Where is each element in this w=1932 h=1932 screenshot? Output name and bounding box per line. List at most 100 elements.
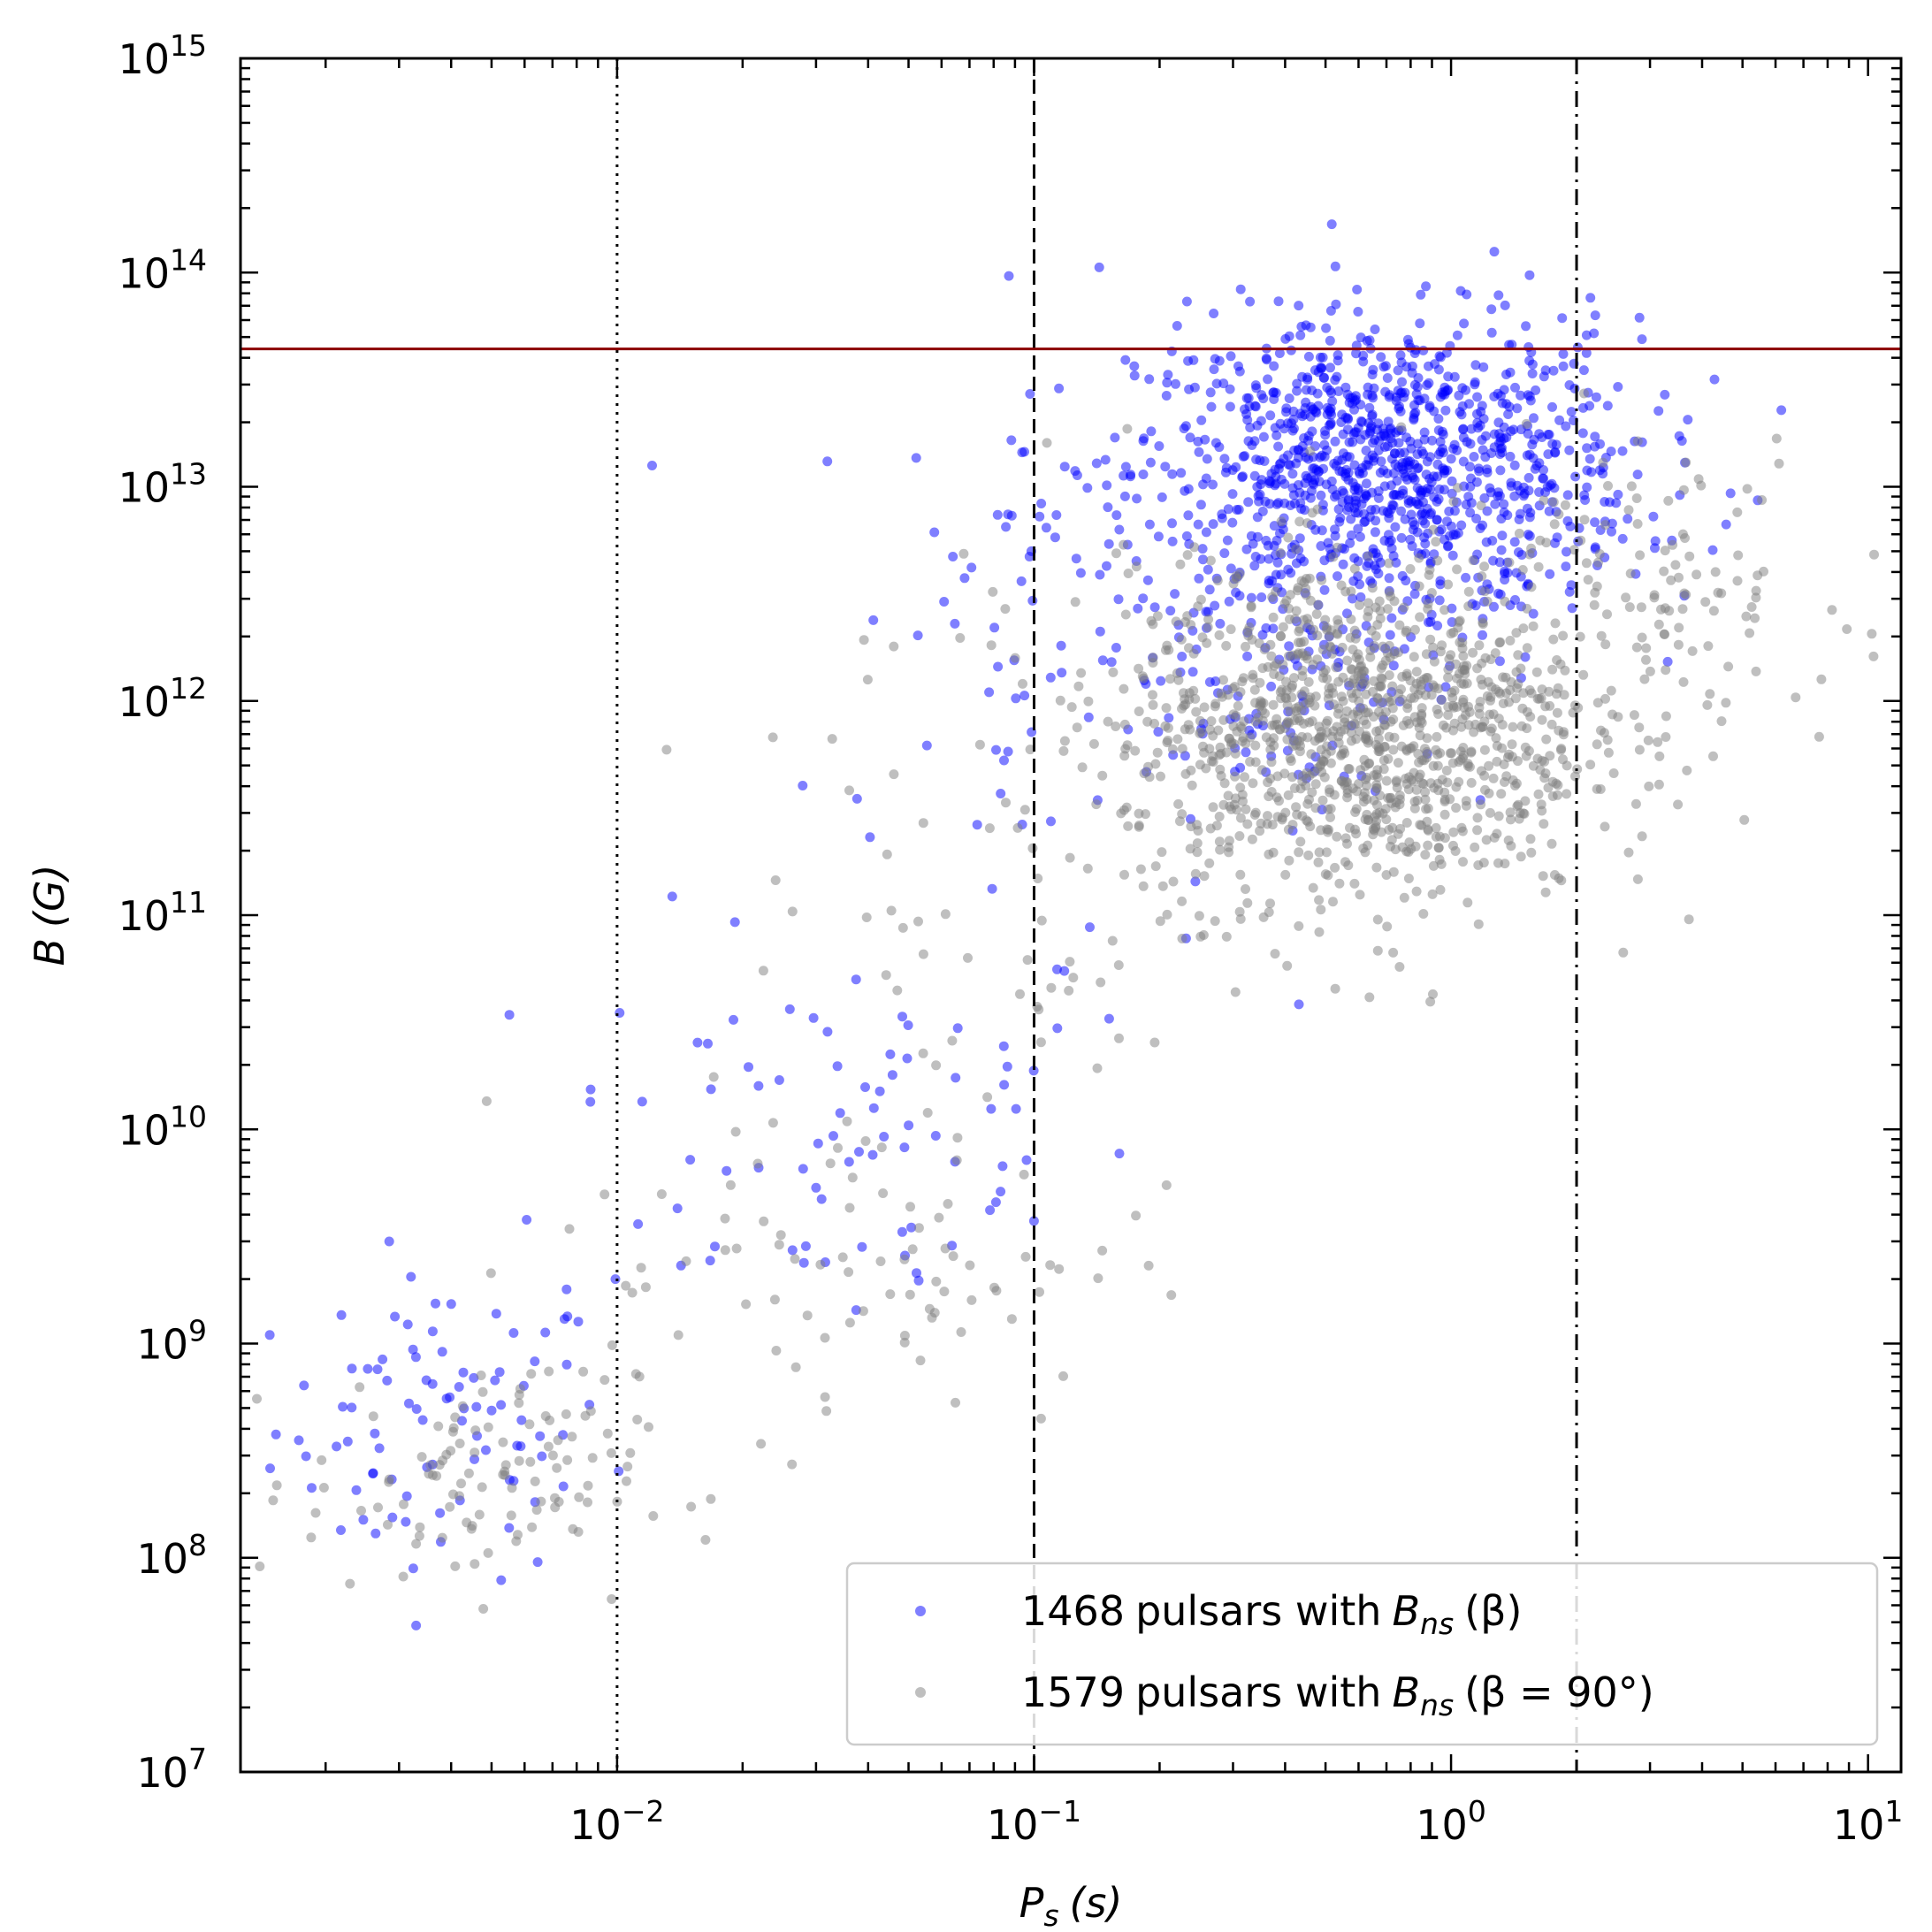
- data-point: [1469, 727, 1479, 737]
- data-point: [1237, 472, 1248, 483]
- data-point: [1006, 435, 1017, 446]
- data-point: [1510, 382, 1520, 393]
- data-point: [1682, 765, 1692, 775]
- data-point: [476, 1371, 486, 1380]
- data-point: [1342, 706, 1352, 716]
- data-point: [1676, 436, 1687, 447]
- data-point: [1439, 605, 1450, 615]
- data-point: [1316, 541, 1326, 551]
- data-point: [1678, 676, 1689, 687]
- data-point: [1230, 987, 1241, 997]
- data-point: [1470, 600, 1481, 611]
- data-point: [1135, 864, 1146, 874]
- data-point: [1276, 516, 1287, 527]
- data-point: [1634, 722, 1645, 733]
- data-point: [1399, 602, 1409, 613]
- data-point: [1626, 481, 1637, 492]
- data-point: [1292, 378, 1302, 389]
- data-point: [498, 1437, 508, 1447]
- data-point: [370, 1528, 381, 1539]
- data-point: [1194, 447, 1204, 457]
- data-point: [1208, 757, 1218, 767]
- data-point: [1381, 775, 1392, 786]
- data-point: [1602, 609, 1612, 620]
- data-point: [1602, 401, 1613, 411]
- data-point: [982, 1092, 993, 1103]
- data-point: [1411, 886, 1422, 897]
- data-point: [1036, 499, 1047, 508]
- data-point: [1180, 724, 1190, 735]
- data-point: [271, 1429, 281, 1439]
- data-point: [1259, 456, 1270, 466]
- data-point: [1245, 423, 1256, 432]
- data-point: [1343, 475, 1354, 485]
- data-point: [952, 1023, 963, 1034]
- data-point: [790, 1362, 801, 1372]
- data-point: [470, 1447, 480, 1458]
- data-point: [1380, 706, 1391, 717]
- data-point: [1302, 374, 1313, 385]
- data-point: [1816, 674, 1827, 684]
- data-point: [1161, 645, 1171, 655]
- data-point: [1519, 488, 1530, 499]
- data-point: [1457, 752, 1468, 763]
- data-point: [1342, 655, 1353, 666]
- data-point: [1267, 820, 1278, 830]
- data-point: [1515, 808, 1525, 818]
- data-point: [1285, 500, 1295, 510]
- data-point: [1355, 332, 1366, 343]
- data-point: [1585, 293, 1596, 303]
- data-point: [1464, 761, 1475, 772]
- data-point: [1091, 799, 1102, 810]
- data-point: [1103, 1013, 1114, 1024]
- data-point: [1644, 781, 1654, 791]
- data-point: [1364, 512, 1375, 522]
- data-point: [255, 1562, 265, 1571]
- data-point: [1494, 557, 1505, 568]
- data-point: [1317, 352, 1328, 363]
- data-point: [1218, 714, 1229, 725]
- data-point: [1674, 622, 1684, 633]
- data-point: [1446, 454, 1456, 464]
- data-point: [1401, 818, 1412, 828]
- data-point: [1362, 781, 1372, 791]
- data-point: [1480, 784, 1490, 795]
- data-point: [527, 1522, 538, 1532]
- data-point: [1203, 615, 1214, 624]
- data-point: [1386, 591, 1395, 601]
- data-point: [1222, 535, 1233, 546]
- data-point: [1332, 542, 1342, 553]
- data-point: [759, 1216, 769, 1226]
- data-point: [578, 1366, 589, 1377]
- data-point: [1239, 673, 1249, 683]
- data-point: [1120, 609, 1131, 620]
- data-point: [1482, 596, 1493, 607]
- data-point: [1458, 432, 1469, 443]
- data-point: [1420, 690, 1431, 700]
- data-point: [1548, 497, 1559, 508]
- data-point: [1372, 945, 1383, 956]
- data-point: [477, 1482, 487, 1493]
- data-point: [1388, 551, 1399, 561]
- data-point: [1581, 330, 1592, 340]
- x-tick-label: 10−2: [569, 1794, 664, 1849]
- data-point: [882, 849, 892, 859]
- data-point: [1361, 719, 1371, 729]
- data-point: [1050, 532, 1060, 543]
- data-point: [1307, 508, 1317, 518]
- data-point: [1283, 564, 1294, 575]
- data-point: [644, 1422, 653, 1432]
- data-point: [1163, 370, 1173, 380]
- data-point: [1544, 686, 1554, 697]
- data-point: [1337, 642, 1348, 653]
- data-point: [454, 1382, 464, 1392]
- data-point: [1363, 460, 1373, 470]
- data-point: [1263, 811, 1272, 821]
- data-point: [885, 1289, 896, 1300]
- data-point: [427, 1470, 438, 1480]
- data-point: [892, 985, 903, 996]
- y-tick-label: 1014: [118, 242, 207, 297]
- data-point: [481, 1445, 491, 1455]
- data-point: [622, 1476, 631, 1486]
- data-point: [1399, 892, 1409, 903]
